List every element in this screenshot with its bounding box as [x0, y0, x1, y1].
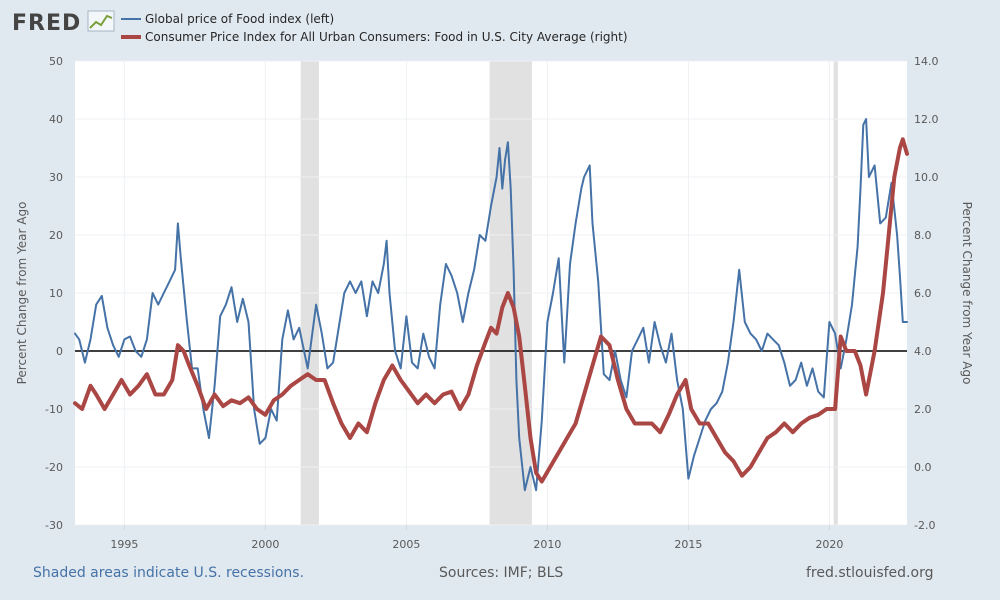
right-tick-label: 14.0 — [914, 55, 939, 68]
left-tick-label: -10 — [45, 403, 63, 416]
left-axis-ticks: 50 40 30 20 10 0 -10 -20 -30 — [45, 55, 63, 532]
legend: Global price of Food index (left) Consum… — [121, 12, 628, 44]
left-tick-label: 40 — [49, 113, 63, 126]
gridlines — [75, 60, 907, 526]
right-tick-label: 4.0 — [914, 345, 932, 358]
legend-label-food-price: Global price of Food index (left) — [145, 12, 334, 26]
left-tick-label: -30 — [45, 519, 63, 532]
series-lines — [73, 118, 909, 492]
left-tick-label: 10 — [49, 287, 63, 300]
left-tick-label: 30 — [49, 171, 63, 184]
left-tick-label: 20 — [49, 229, 63, 242]
left-tick-label: -20 — [45, 461, 63, 474]
legend-label-cpi-food: Consumer Price Index for All Urban Consu… — [145, 30, 628, 44]
left-tick-label: 50 — [49, 55, 63, 68]
right-tick-label: 8.0 — [914, 229, 932, 242]
x-tick-label: 2020 — [815, 538, 843, 551]
fred-url[interactable]: fred.stlouisfed.org — [806, 565, 934, 581]
right-tick-label: -2.0 — [914, 519, 935, 532]
fred-logo-chart-icon — [87, 10, 115, 32]
right-tick-label: 12.0 — [914, 113, 939, 126]
x-tick-label: 2010 — [533, 538, 561, 551]
x-tick-label: 2005 — [392, 538, 420, 551]
x-axis-ticks: 1995 2000 2005 2010 2015 2020 — [110, 525, 843, 551]
fred-logo[interactable]: FRED — [12, 11, 81, 36]
x-tick-label: 2015 — [674, 538, 702, 551]
series-line-cpi-food — [73, 137, 909, 484]
right-axis-label: Percent Change from Year Ago — [960, 202, 974, 385]
series-line-food-price — [74, 118, 908, 492]
right-tick-label: 10.0 — [914, 171, 939, 184]
x-tick-label: 2000 — [251, 538, 279, 551]
right-tick-label: 2.0 — [914, 403, 932, 416]
right-tick-label: 6.0 — [914, 287, 932, 300]
left-axis-label: Percent Change from Year Ago — [15, 202, 29, 385]
x-tick-label: 1995 — [110, 538, 138, 551]
sources: Sources: IMF; BLS — [439, 565, 564, 581]
left-tick-label: 0 — [56, 345, 63, 358]
right-axis-ticks: 14.0 12.0 10.0 8.0 6.0 4.0 2.0 0.0 -2.0 — [914, 55, 939, 532]
right-tick-label: 0.0 — [914, 461, 932, 474]
recession-note: Shaded areas indicate U.S. recessions. — [33, 565, 305, 581]
